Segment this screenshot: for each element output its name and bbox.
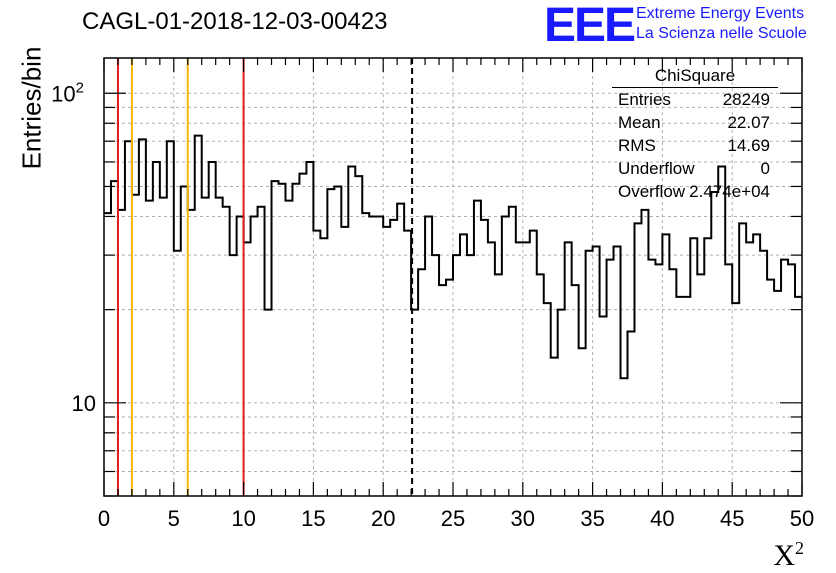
- stats-label: RMS: [618, 136, 656, 155]
- x-axis-label: X2: [773, 538, 804, 573]
- eee-logo: EEE: [544, 0, 636, 52]
- x-tick-label: 15: [301, 506, 325, 531]
- stats-label: Mean: [618, 113, 661, 132]
- stats-label: Underflow: [618, 159, 695, 178]
- stats-row-underflow: Underflow 0: [612, 157, 778, 180]
- chart-title: CAGL-01-2018-12-03-00423: [82, 8, 388, 35]
- x-axis-label-base: X: [773, 539, 795, 572]
- stats-title: ChiSquare: [612, 66, 778, 88]
- x-tick-label: 25: [441, 506, 465, 531]
- y-axis-label: Entries/bin: [16, 46, 47, 170]
- stats-row-rms: RMS 14.69: [612, 134, 778, 157]
- stats-row-mean: Mean 22.07: [612, 111, 778, 134]
- x-axis-label-superscript: 2: [795, 538, 804, 558]
- x-tick-label: 0: [98, 506, 110, 531]
- stats-value: 22.07: [727, 113, 770, 132]
- histogram-series: [104, 134, 802, 380]
- tagline-line2: La Scienza nelle Scuole: [636, 25, 807, 42]
- stats-box: ChiSquare Entries 28249 Mean 22.07 RMS 14.6…: [612, 66, 778, 203]
- x-tick-label: 35: [580, 506, 604, 531]
- tagline-line1: Extreme Energy Events: [636, 5, 805, 22]
- x-tick-label: 20: [371, 506, 395, 531]
- x-tick-label: 50: [790, 506, 814, 531]
- x-tick-label: 30: [511, 506, 535, 531]
- y-tick-label: 102: [51, 79, 84, 106]
- stats-value: 14.69: [727, 136, 770, 155]
- stats-row-entries: Entries 28249: [612, 88, 778, 111]
- stats-value: 28249: [722, 90, 770, 109]
- y-tick-label: 10: [72, 391, 96, 416]
- stats-value: 2.474e+04: [689, 182, 770, 201]
- stats-row-overflow: Overflow 2.474e+04: [612, 180, 778, 203]
- x-tick-label: 40: [650, 506, 674, 531]
- stats-label: Entries: [618, 90, 671, 109]
- x-tick-label: 5: [168, 506, 180, 531]
- x-tick-label: 45: [720, 506, 744, 531]
- stats-label: Overflow: [618, 182, 686, 201]
- x-tick-label: 10: [231, 506, 255, 531]
- stats-value: 0: [760, 159, 770, 178]
